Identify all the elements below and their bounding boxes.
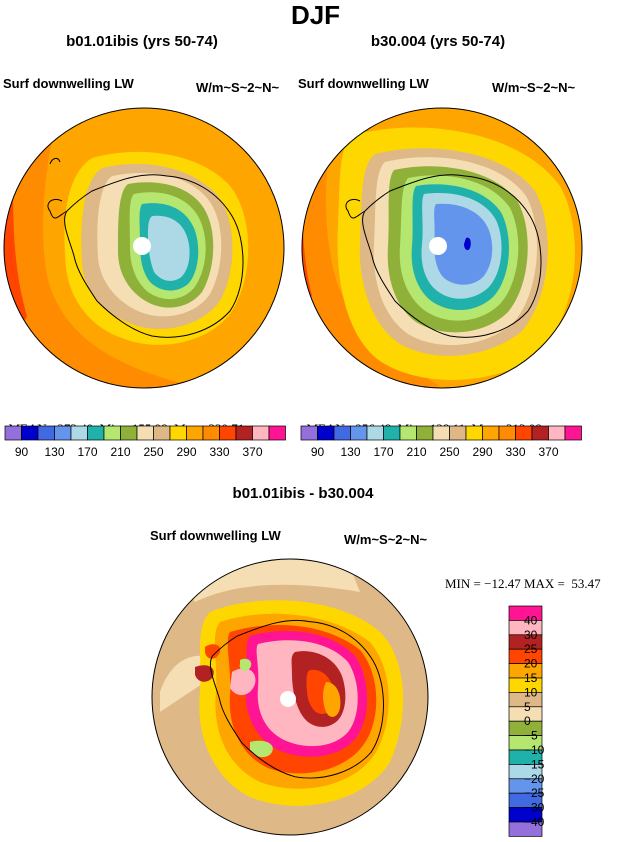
colorbar-swatch — [169, 425, 187, 441]
colorbar-tick-label: 170 — [77, 445, 97, 459]
colorbar-swatch — [54, 425, 72, 441]
colorbar-tick-label: 250 — [439, 445, 459, 459]
colorbar-tick-label: 330 — [209, 445, 229, 459]
colorbar-tick-label: −40 — [524, 815, 545, 829]
diff-stats: MIN = −12.47 MAX = 53.47 — [445, 576, 601, 591]
colorbar-swatch — [350, 425, 368, 441]
colorbar-tick-label: 210 — [406, 445, 426, 459]
colorbar-swatch — [399, 425, 417, 441]
colorbar-swatch — [548, 425, 566, 441]
panel-1-variable-label: Surf downwelling LW — [3, 76, 134, 91]
colorbar-tick-label: 90 — [311, 445, 325, 459]
colorbar-tick-label: 5 — [524, 700, 531, 714]
colorbar-swatch — [333, 425, 351, 441]
colorbar-tick-label: 370 — [242, 445, 262, 459]
colorbar-swatch — [564, 425, 582, 441]
colorbar-tick-label: 40 — [524, 613, 538, 627]
colorbar-swatch — [416, 425, 434, 441]
colorbar-swatch — [70, 425, 88, 441]
colorbar-tick-label: 330 — [505, 445, 525, 459]
colorbar-swatch — [383, 425, 401, 441]
colorbar-swatch — [268, 425, 286, 441]
panel-2-variable-label: Surf downwelling LW — [298, 76, 429, 91]
colorbar-tick-label: −5 — [524, 729, 538, 743]
colorbar-tick-label: −15 — [524, 757, 545, 771]
diff-title: b01.01ibis - b30.004 — [232, 485, 374, 502]
colorbar-tick-label: −30 — [524, 801, 545, 815]
panel-1-title: b01.01ibis (yrs 50-74) — [66, 33, 218, 50]
colorbar-tick-label: 370 — [538, 445, 558, 459]
map-panels-top — [3, 107, 583, 389]
panel-1-map — [3, 107, 285, 389]
colorbar-tick-label: 130 — [44, 445, 64, 459]
colorbar-swatch — [465, 425, 483, 441]
page-title: DJF — [290, 0, 341, 30]
colorbar-swatch — [508, 821, 543, 837]
colorbar-tick-label: 15 — [524, 671, 538, 685]
colorbar-swatch — [219, 425, 237, 441]
panel-2-units-label: W/m~S~2~N~ — [492, 80, 576, 95]
colorbar-tick-label: 0 — [524, 714, 531, 728]
colorbar-swatch — [120, 425, 138, 441]
colorbar-tick-label: −10 — [524, 743, 545, 757]
colorbar-tick-label: 130 — [340, 445, 360, 459]
colorbar-tick-label: 30 — [524, 628, 538, 642]
colorbar-swatch — [432, 425, 450, 441]
colorbar-tick-label: 170 — [373, 445, 393, 459]
colorbar-swatch — [87, 425, 105, 441]
colorbar-swatch — [235, 425, 253, 441]
colorbar-swatch — [153, 425, 171, 441]
colorbar-swatch — [136, 425, 154, 441]
diff-units-label: W/m~S~2~N~ — [344, 532, 428, 547]
colorbar-tick-label: 90 — [15, 445, 29, 459]
colorbar-swatch — [531, 425, 549, 441]
colorbar-swatch — [515, 425, 533, 441]
colorbar-tick-label: 20 — [524, 657, 538, 671]
colorbar-tick-label: 25 — [524, 642, 538, 656]
colorbar-swatch — [21, 425, 39, 441]
colorbar-tick-label: −25 — [524, 786, 545, 800]
colorbar-swatch — [449, 425, 467, 441]
panel-1-colorbar: 90 130 170 210 250 290 330 370 — [4, 425, 286, 459]
colorbar-swatch — [4, 425, 22, 441]
colorbar-tick-label: 290 — [472, 445, 492, 459]
panel-2-map — [301, 107, 583, 389]
colorbar-swatch — [498, 425, 516, 441]
colorbar-tick-label: 210 — [110, 445, 130, 459]
colorbar-swatch — [317, 425, 335, 441]
colorbar-swatch — [300, 425, 318, 441]
colorbar-swatch — [366, 425, 384, 441]
colorbar-tick-label: 250 — [143, 445, 163, 459]
diff-map — [151, 558, 429, 836]
colorbar-tick-label: −20 — [524, 772, 545, 786]
colorbar-swatch — [202, 425, 220, 441]
colorbar-swatch — [103, 425, 121, 441]
panel-2-colorbar: 90 130 170 210 250 290 330 370 — [300, 425, 582, 459]
colorbar-swatch — [482, 425, 500, 441]
diff-variable-label: Surf downwelling LW — [150, 528, 281, 543]
colorbar-tick-label: 10 — [524, 685, 538, 699]
colorbar-swatch — [186, 425, 204, 441]
colorbar-swatch — [37, 425, 55, 441]
colorbar-tick-label: 290 — [176, 445, 196, 459]
colorbar-swatch — [252, 425, 270, 441]
panel-1-units-label: W/m~S~2~N~ — [196, 80, 280, 95]
panel-2-title: b30.004 (yrs 50-74) — [370, 33, 506, 50]
